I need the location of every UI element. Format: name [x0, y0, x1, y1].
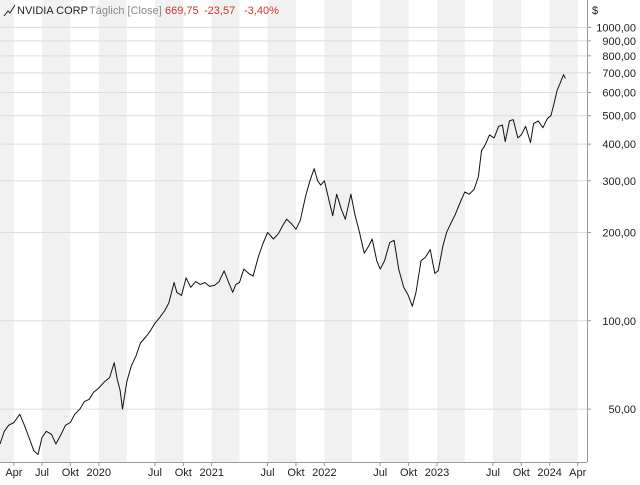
y-axis: 50,00 100,00 200,00 300,00 400,00 500,00 600,0…: [587, 22, 636, 416]
x-tick-label: Jul: [35, 467, 49, 479]
quarter-band: [324, 0, 353, 462]
series-layer: [0, 74, 566, 455]
last-price: 669,75: [165, 5, 199, 17]
y-tick-label: 50,00: [608, 404, 636, 416]
x-tick-label: 2024: [537, 467, 561, 479]
quarter-band: [98, 0, 127, 462]
x-tick-label: Apr: [5, 467, 22, 479]
quarter-band: [154, 0, 184, 462]
x-tick-label: Apr: [569, 467, 586, 479]
instrument-name: NVIDIA CORP: [17, 5, 88, 17]
y-tick-label: 900,00: [602, 36, 636, 48]
x-tick-label: 2023: [425, 467, 449, 479]
price-change-percent: -3,40%: [244, 5, 279, 17]
x-tick-label: Okt: [62, 467, 79, 479]
quarter-band: [549, 0, 578, 462]
x-axis: Apr Jul Okt 2020 Jul Okt 2021 Jul Okt 2022 Jul Okt 2…: [5, 462, 587, 479]
x-tick-label: Okt: [287, 467, 304, 479]
x-tick-label: Jul: [373, 467, 387, 479]
y-tick-label: 1000,00: [596, 22, 636, 34]
y-tick-label: 600,00: [602, 87, 636, 99]
x-tick-label: Jul: [261, 467, 275, 479]
x-tick-label: Okt: [513, 467, 530, 479]
x-tick-label: Okt: [175, 467, 192, 479]
horizontal-gridlines: [0, 26, 587, 410]
chart-header: NVIDIA CORP Täglich [Close] 669,75 -23,5…: [3, 4, 279, 17]
plot-frame: [0, 0, 588, 463]
quarter-band: [267, 0, 296, 462]
x-tick-label: 2021: [199, 467, 223, 479]
x-tick-label: Okt: [400, 467, 417, 479]
y-tick-label: 500,00: [602, 111, 636, 123]
quarter-band: [0, 0, 14, 462]
price-change: -23,57: [204, 5, 235, 17]
quarter-bands: [0, 0, 578, 462]
y-tick-label: 400,00: [602, 139, 636, 151]
x-tick-label: Jul: [486, 467, 500, 479]
quarter-band: [211, 0, 240, 462]
interval-label: Täglich [Close]: [89, 5, 162, 17]
y-tick-label: 300,00: [602, 176, 636, 188]
currency-label: $: [592, 5, 598, 17]
y-tick-label: 200,00: [602, 227, 636, 239]
line-chart-icon: [3, 4, 16, 17]
quarter-band: [380, 0, 409, 462]
x-tick-label: 2020: [87, 467, 111, 479]
price-series-line: [0, 74, 566, 455]
y-tick-label: 700,00: [602, 68, 636, 80]
x-tick-label: Jul: [148, 467, 162, 479]
quarter-band: [437, 0, 465, 462]
quarter-band: [492, 0, 522, 462]
x-tick-label: 2022: [312, 467, 336, 479]
y-tick-label: 800,00: [602, 51, 636, 63]
quarter-band: [41, 0, 71, 462]
y-tick-label: 100,00: [602, 316, 636, 328]
